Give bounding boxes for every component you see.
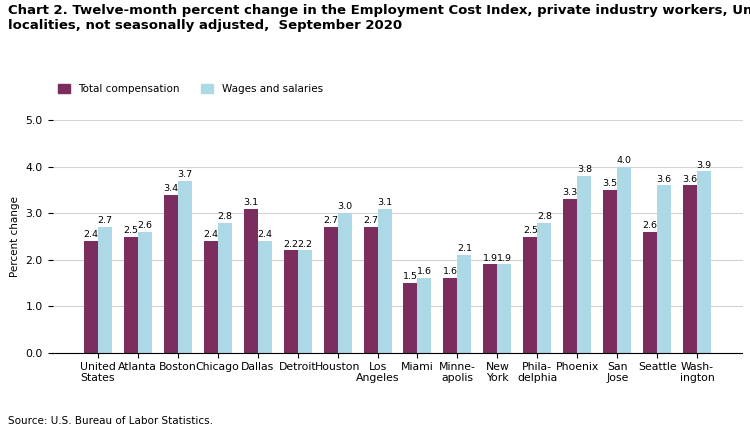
Text: 2.5: 2.5 (123, 226, 138, 235)
Bar (418, 278, 431, 353)
Text: 3.9: 3.9 (697, 161, 712, 169)
Text: 3.5: 3.5 (603, 179, 618, 188)
Text: 3.3: 3.3 (562, 188, 578, 197)
Bar (217, 223, 232, 353)
Text: 1.9: 1.9 (483, 254, 498, 262)
Bar (563, 200, 578, 353)
Text: 2.7: 2.7 (98, 216, 112, 225)
Text: Chart 2. Twelve-month percent change in the Employment Cost Index, private indus: Chart 2. Twelve-month percent change in … (8, 4, 750, 32)
Bar (164, 195, 178, 353)
Bar (138, 232, 152, 353)
Bar (578, 176, 591, 353)
Text: 3.6: 3.6 (657, 175, 672, 184)
Text: 1.6: 1.6 (417, 267, 432, 276)
Bar (458, 255, 472, 353)
Text: 3.4: 3.4 (164, 184, 178, 193)
Text: 1.9: 1.9 (497, 254, 512, 262)
Bar (443, 278, 458, 353)
Bar (124, 237, 138, 353)
Bar (98, 227, 112, 353)
Legend: Total compensation, Wages and salaries: Total compensation, Wages and salaries (58, 84, 322, 94)
Text: 2.7: 2.7 (363, 216, 378, 225)
Bar (258, 241, 272, 353)
Text: 3.7: 3.7 (177, 170, 192, 179)
Bar (497, 264, 512, 353)
Bar (683, 185, 698, 353)
Bar (524, 237, 537, 353)
Bar (484, 264, 497, 353)
Bar (377, 209, 392, 353)
Text: 2.4: 2.4 (203, 230, 218, 239)
Bar (404, 283, 418, 353)
Bar (84, 241, 98, 353)
Text: 3.0: 3.0 (337, 203, 352, 212)
Text: 2.5: 2.5 (523, 226, 538, 235)
Text: 1.6: 1.6 (443, 267, 458, 276)
Text: Source: U.S. Bureau of Labor Statistics.: Source: U.S. Bureau of Labor Statistics. (8, 416, 212, 426)
Bar (298, 250, 311, 353)
Y-axis label: Percent change: Percent change (10, 196, 20, 277)
Text: 1.5: 1.5 (403, 272, 418, 281)
Text: 2.4: 2.4 (83, 230, 98, 239)
Text: 3.1: 3.1 (377, 198, 392, 207)
Text: 4.0: 4.0 (616, 156, 632, 165)
Text: 2.6: 2.6 (137, 221, 152, 230)
Text: 2.4: 2.4 (257, 230, 272, 239)
Bar (617, 167, 632, 353)
Text: 3.1: 3.1 (243, 198, 258, 207)
Text: 3.8: 3.8 (577, 165, 592, 174)
Bar (284, 250, 298, 353)
Text: 2.6: 2.6 (643, 221, 658, 230)
Bar (323, 227, 338, 353)
Bar (644, 232, 657, 353)
Bar (338, 213, 352, 353)
Bar (364, 227, 377, 353)
Bar (537, 223, 551, 353)
Text: 2.2: 2.2 (297, 240, 312, 249)
Text: 2.2: 2.2 (283, 240, 298, 249)
Text: 2.7: 2.7 (323, 216, 338, 225)
Bar (178, 181, 192, 353)
Text: 2.1: 2.1 (457, 244, 472, 253)
Bar (698, 172, 711, 353)
Bar (244, 209, 258, 353)
Bar (204, 241, 218, 353)
Bar (603, 190, 617, 353)
Bar (657, 185, 671, 353)
Text: 3.6: 3.6 (682, 175, 698, 184)
Text: 2.8: 2.8 (217, 212, 232, 221)
Text: 2.8: 2.8 (537, 212, 552, 221)
